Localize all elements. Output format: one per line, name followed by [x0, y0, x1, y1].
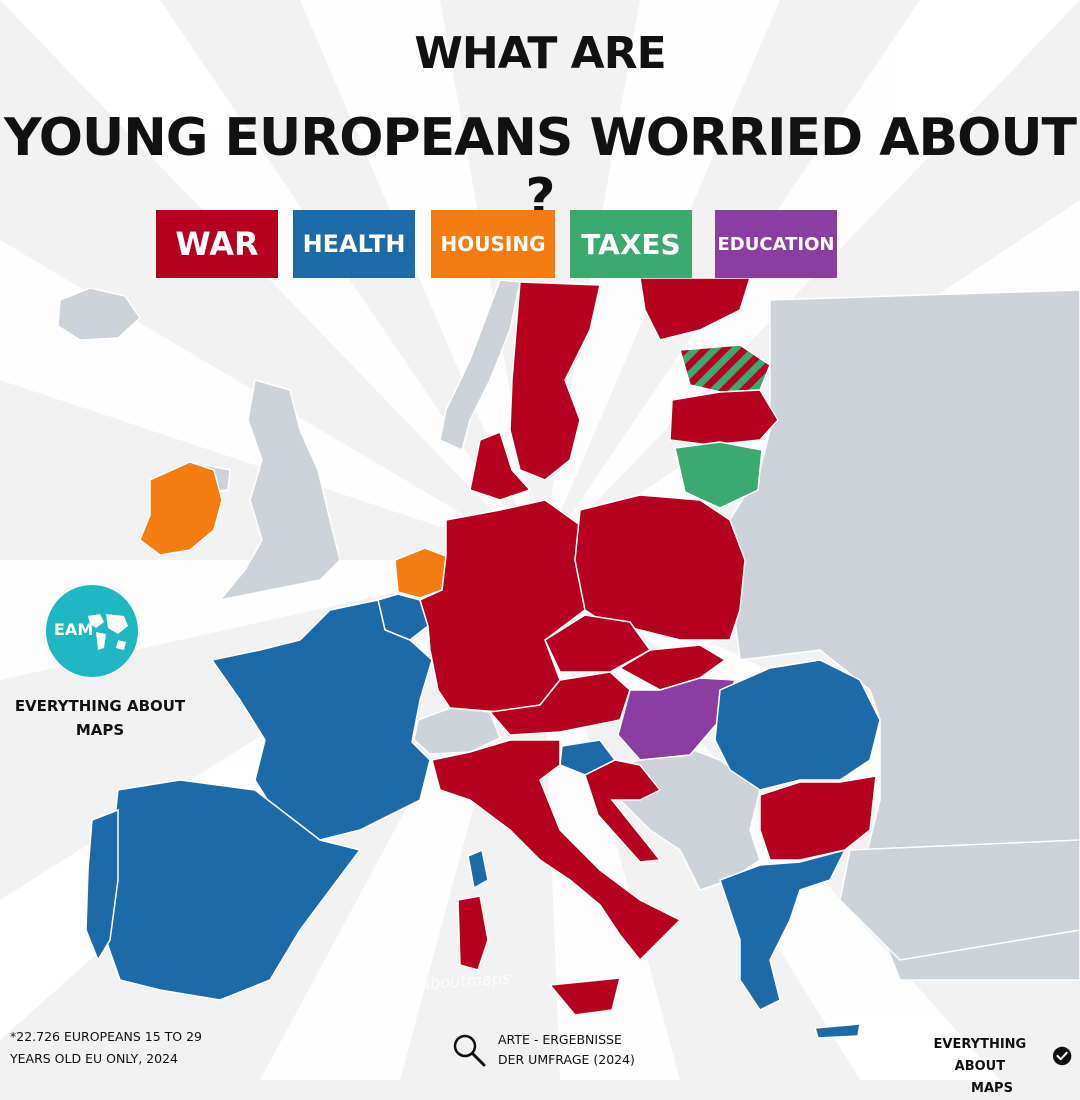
title-line-2: YOUNG EUROPEANS WORRIED ABOUT ?	[3, 108, 1077, 228]
eu-countries	[85, 277, 881, 1039]
country-poland	[574, 494, 746, 641]
country-bulgaria	[759, 775, 877, 861]
country-estonia	[679, 344, 771, 393]
legend-taxes: TAXES	[570, 210, 692, 278]
legend-health: HEALTH	[293, 210, 415, 278]
legend-education-label: EDUCATION	[717, 233, 835, 255]
norway-shape	[439, 279, 521, 452]
brand-left-line2: MAPS	[75, 721, 125, 739]
country-croatia	[584, 759, 662, 863]
brand-left: EVERYTHING ABOUT MAPS	[10, 694, 190, 742]
legend-housing: HOUSING	[431, 210, 555, 278]
country-latvia	[669, 389, 779, 446]
title-line-1: WHAT ARE	[414, 28, 666, 79]
eam-logo-text: EAM	[54, 620, 94, 639]
country-denmark	[469, 431, 532, 501]
country-italy-sardinia	[457, 895, 489, 971]
verified-check-icon	[1052, 1046, 1072, 1066]
country-corsica	[467, 848, 489, 890]
eam-logo	[46, 585, 138, 677]
great-britain-shape	[218, 379, 341, 602]
turkey-shape	[839, 839, 1080, 961]
source: ARTE - ERGEBNISSE DER UMFRAGE (2024)	[452, 1030, 635, 1070]
country-greece-crete	[814, 1023, 861, 1039]
country-portugal	[85, 808, 119, 962]
magnifier-icon	[453, 1034, 486, 1067]
legend-war: WAR	[156, 210, 278, 278]
country-greece	[719, 848, 847, 1011]
footnote-line1: *22.726 EUROPEANS 15 TO 29	[10, 1029, 203, 1044]
country-lithuania	[674, 441, 763, 509]
legend-health-label: HEALTH	[302, 230, 406, 258]
legend-taxes-label: TAXES	[581, 227, 681, 261]
country-romania	[714, 659, 881, 791]
footnote-line2: YEARS OLD EU ONLY, 2024	[10, 1051, 178, 1066]
country-france	[210, 599, 433, 841]
brand-right-line2: MAPS	[971, 1081, 1013, 1096]
country-finland	[639, 277, 752, 341]
country-sweden	[509, 281, 601, 481]
source-line2: DER UMFRAGE (2024)	[498, 1052, 635, 1067]
legend-education: EDUCATION	[715, 210, 837, 278]
brand-right: EVERYTHING ABOUT MAPS	[912, 1034, 1072, 1100]
legend-war-label: WAR	[175, 225, 259, 263]
brand-left-line1: EVERYTHING ABOUT	[14, 697, 186, 715]
source-line1: ARTE - ERGEBNISSE	[498, 1032, 622, 1047]
country-spain	[105, 779, 362, 1001]
footnote: *22.726 EUROPEANS 15 TO 29 YEARS OLD EU …	[10, 1026, 230, 1070]
legend-housing-label: HOUSING	[440, 232, 546, 256]
world-map-icon	[88, 614, 128, 650]
country-italy	[431, 739, 682, 962]
iceland-shape	[57, 287, 141, 341]
country-italy-sicily	[548, 977, 621, 1016]
country-ireland	[139, 461, 223, 556]
country-netherlands	[394, 547, 447, 599]
brand-right-line1: EVERYTHING ABOUT	[933, 1037, 1027, 1074]
